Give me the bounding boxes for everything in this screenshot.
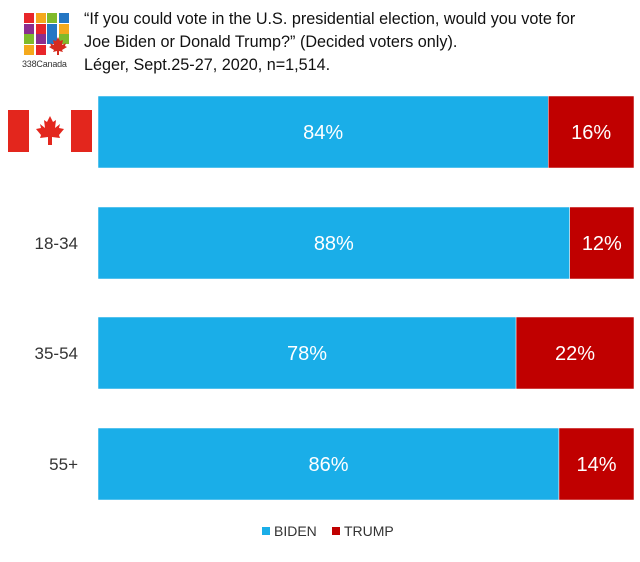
data-label-trump-3: 14%: [576, 454, 616, 476]
logo-cell: [58, 23, 69, 34]
chart-title-line-3: Léger, Sept.25-27, 2020, n=1,514.: [84, 56, 331, 74]
data-label-biden-2: 78%: [287, 343, 327, 365]
logo-cell: [24, 13, 34, 23]
logo-cell: [35, 44, 46, 55]
category-label-1: 18-34: [35, 234, 78, 253]
logo-cell: [35, 34, 46, 44]
logo-cell: [47, 34, 57, 44]
data-label-biden-3: 86%: [308, 454, 348, 476]
bar-biden-2: [97, 316, 517, 390]
logo-cell: [58, 34, 69, 44]
338canada-logo: 338Canada: [22, 13, 70, 69]
bar-trump-0: [547, 95, 635, 169]
data-label-trump-1: 12%: [582, 233, 622, 255]
logo-cell: [24, 23, 34, 34]
logo-text: 338Canada: [22, 59, 67, 69]
bar-trump-2: [515, 316, 635, 390]
legend-swatch-biden: [262, 527, 270, 535]
chart-title-line-2: Joe Biden or Donald Trump?” (Decided vot…: [84, 33, 458, 51]
logo-cell: [35, 13, 46, 23]
bar-biden-0: [97, 95, 549, 169]
legend-label-biden: BIDEN: [274, 523, 317, 539]
data-label-trump-0: 16%: [571, 122, 611, 144]
legend-swatch-trump: [332, 527, 340, 535]
logo-cell: [58, 13, 69, 23]
legend-label-trump: TRUMP: [344, 523, 394, 539]
logo-cell: [47, 13, 57, 23]
bar-biden-1: [97, 206, 570, 280]
logo-cell: [47, 23, 57, 34]
logo-grid-icon: [24, 13, 70, 55]
data-label-trump-2: 22%: [555, 343, 595, 365]
category-label-3: 55+: [49, 455, 78, 474]
bar-trump-1: [569, 206, 635, 280]
data-label-biden-0: 84%: [303, 122, 343, 144]
logo-cell: [35, 23, 46, 34]
category-label-2: 35-54: [35, 344, 78, 363]
logo-cell: [24, 34, 34, 44]
maple-leaf-icon: [49, 37, 67, 55]
bar-biden-3: [97, 427, 560, 501]
chart-title-line-1: “If you could vote in the U.S. president…: [84, 10, 576, 28]
data-label-biden-1: 88%: [314, 233, 354, 255]
canada-flag-icon: [8, 110, 92, 152]
logo-cell: [24, 44, 34, 55]
bar-trump-3: [558, 427, 635, 501]
